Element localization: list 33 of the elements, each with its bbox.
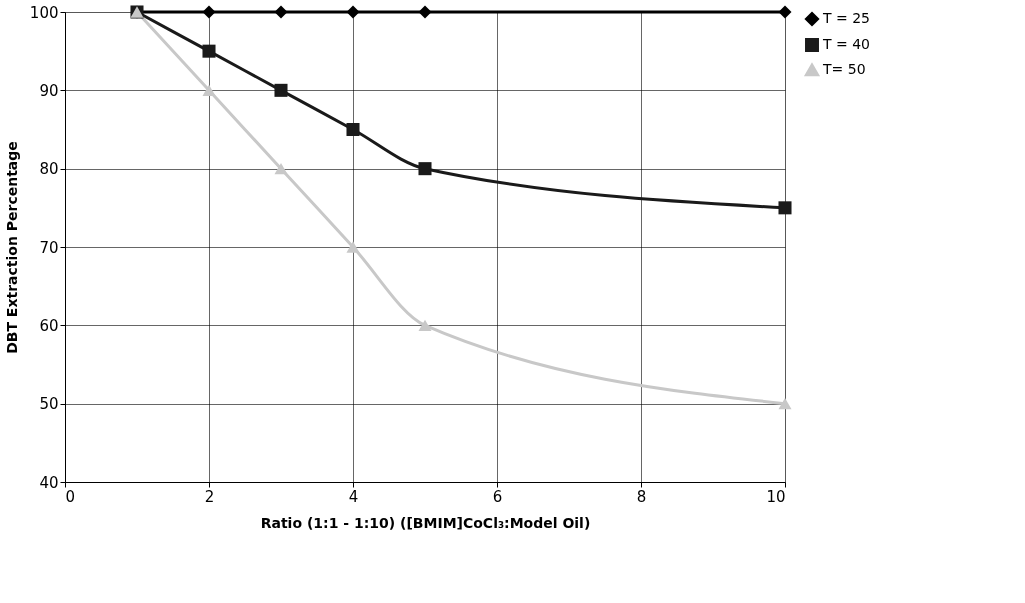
point bbox=[274, 5, 288, 19]
point bbox=[418, 5, 432, 19]
point bbox=[778, 201, 792, 215]
y-axis-title: DBT Extraction Percentage bbox=[3, 141, 20, 354]
point bbox=[346, 5, 360, 19]
y-tick-label: 100 bbox=[29, 3, 59, 22]
point bbox=[274, 83, 288, 97]
legend-label: T = 25 bbox=[822, 10, 870, 26]
legend-label: T = 40 bbox=[822, 36, 870, 52]
x-axis-title: Ratio (1:1 - 1:10) ([BMIM]CoCl₃:Model Oil) bbox=[260, 514, 591, 531]
point bbox=[418, 162, 432, 176]
y-tick-label: 40 bbox=[39, 473, 59, 492]
x-tick-label: 4 bbox=[348, 487, 359, 506]
point bbox=[202, 44, 216, 58]
y-tick-label: 80 bbox=[39, 160, 59, 179]
x-tick-label: 2 bbox=[204, 487, 215, 506]
point bbox=[346, 122, 360, 137]
y-tick-label: 50 bbox=[39, 395, 59, 414]
legend-label: T= 50 bbox=[822, 61, 866, 77]
x-tick-label: 6 bbox=[492, 487, 503, 506]
point bbox=[778, 398, 792, 410]
y-tick-label: 70 bbox=[39, 238, 59, 257]
x-tick-label: 8 bbox=[636, 487, 647, 506]
point bbox=[274, 163, 288, 175]
y-tick-label: 60 bbox=[39, 316, 59, 335]
y-tick-label: 90 bbox=[39, 81, 59, 100]
x-tick-label: 10 bbox=[766, 487, 786, 506]
point bbox=[202, 5, 216, 19]
point bbox=[778, 5, 792, 19]
x-tick-label: 0 bbox=[65, 487, 76, 506]
point bbox=[202, 84, 216, 96]
point bbox=[418, 319, 432, 331]
point bbox=[346, 241, 360, 253]
